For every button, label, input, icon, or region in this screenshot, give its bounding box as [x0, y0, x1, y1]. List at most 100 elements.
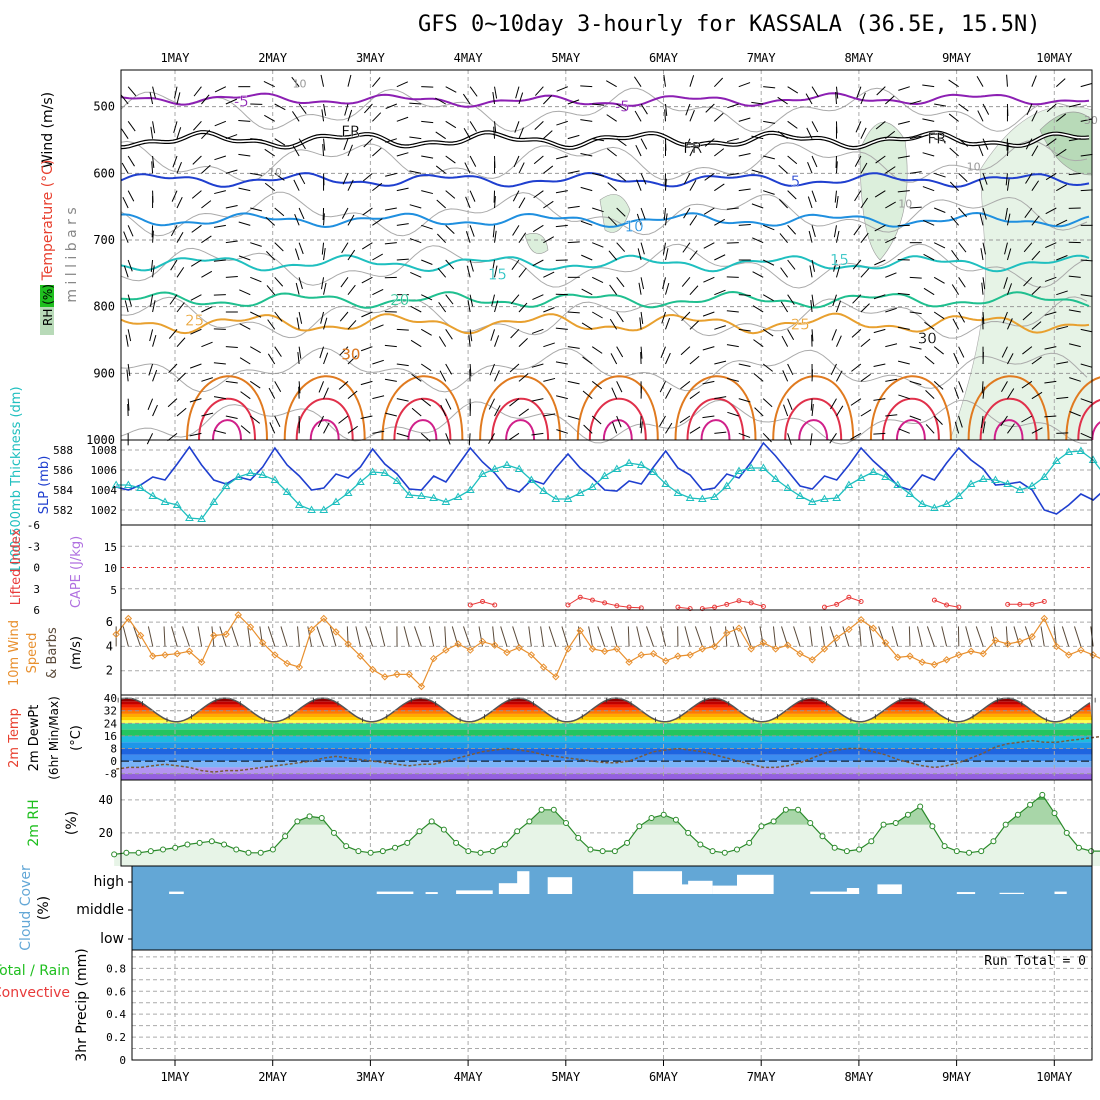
- wind-speed-marker: [478, 637, 487, 646]
- wind-barb: [580, 186, 593, 192]
- wind-barb: [556, 120, 568, 126]
- wind-barb: [852, 294, 862, 304]
- thickness-marker: [893, 480, 903, 488]
- wind-barb: [490, 329, 496, 341]
- wind-speed-marker: [271, 651, 279, 659]
- wind-barb: [533, 155, 544, 165]
- thickness-marker: [575, 488, 585, 496]
- wind-barb: [1031, 321, 1042, 330]
- wind-barb: [582, 390, 593, 400]
- wind-barb: [421, 259, 433, 265]
- wind-barb: [778, 164, 788, 174]
- thickness-marker: [942, 499, 951, 507]
- wind-barb: [933, 415, 943, 425]
- wind-barb: [1080, 432, 1092, 439]
- isotherm-line: [120, 211, 1090, 229]
- wind-speed-marker: [1077, 646, 1085, 654]
- wind-barb: [543, 307, 555, 313]
- wind-barb: [753, 373, 764, 382]
- wind-barb: [409, 136, 422, 140]
- wind-barb: [511, 259, 520, 271]
- wind-barb: [811, 86, 819, 98]
- rh-marker: [416, 828, 423, 835]
- wind-barb: [149, 329, 154, 342]
- wind-barb: [509, 363, 520, 373]
- wind-barb: [396, 363, 409, 367]
- pressure-tick: 600: [93, 166, 115, 180]
- temperature-tick: 40: [104, 692, 117, 705]
- wind-barb: [751, 101, 764, 105]
- wind-barb: [949, 181, 959, 192]
- wind-speed-marker: [881, 639, 890, 647]
- wind-barb: [494, 405, 501, 417]
- wind-barb: [518, 92, 524, 105]
- wind-barb: [344, 103, 349, 116]
- wind-barb: [616, 311, 624, 323]
- wind-barb: [1006, 143, 1009, 157]
- cloud-gap: [169, 891, 184, 894]
- isotherm-label: 15: [830, 251, 849, 269]
- wind-barb: [860, 197, 869, 209]
- wind-barb: [751, 169, 764, 174]
- rh-contour-line: [120, 399, 1087, 445]
- wind-barb: [176, 302, 185, 313]
- wind-barb: [467, 300, 471, 313]
- wind-speed-marker: [955, 651, 963, 659]
- lifted-index-marker: [467, 602, 473, 608]
- wind-barb: [665, 317, 671, 330]
- wind-barb: [981, 282, 984, 295]
- thickness-marker: [1052, 456, 1061, 464]
- wind-barb: [384, 207, 397, 211]
- rh-marker: [208, 838, 215, 845]
- cloud-gap: [547, 877, 573, 894]
- thickness-marker: [490, 464, 500, 472]
- lifted-index-marker: [614, 603, 620, 609]
- wind-barb: [924, 355, 935, 365]
- wind-barb: [147, 398, 154, 410]
- wind-barb: [1006, 318, 1013, 330]
- wind-barb: [616, 207, 626, 217]
- wind-barb: [897, 360, 910, 365]
- wind-speed-marker: [442, 646, 450, 654]
- rh-marker: [1075, 844, 1082, 851]
- slp-tick: 1002: [91, 504, 118, 517]
- wind-barb: [608, 250, 618, 261]
- thickness-marker: [636, 460, 646, 468]
- bottom-day-label: 6MAY: [649, 1070, 679, 1084]
- wind-barb: [689, 426, 701, 434]
- wind-barb: [421, 224, 433, 230]
- wind-barb: [1056, 325, 1069, 330]
- wind-barb: [1068, 275, 1081, 278]
- thickness-marker: [356, 477, 365, 485]
- wind-barb: [189, 363, 202, 369]
- rh-marker: [355, 848, 362, 855]
- surface-wind-barb: [512, 626, 520, 647]
- wind-barb: [445, 86, 457, 93]
- wind-barb: [176, 162, 182, 174]
- wind-barb: [702, 415, 715, 419]
- rh-marker: [697, 841, 704, 848]
- precip-tick: 0.2: [106, 1031, 126, 1044]
- rh-marker: [526, 818, 533, 825]
- wind-speed-line: [115, 613, 1100, 688]
- wind-speed-marker: [832, 634, 841, 642]
- wind-barb: [592, 138, 605, 142]
- surface-wind-barb: [444, 626, 447, 647]
- wind-barb: [836, 335, 842, 347]
- wind-barb: [665, 387, 672, 399]
- wind-barb: [860, 232, 869, 243]
- top-day-label: 10MAY: [1036, 51, 1073, 65]
- wind-barb: [606, 114, 617, 122]
- wind-barb: [532, 224, 544, 233]
- wind-barb: [777, 96, 788, 105]
- slp-tick: 1004: [91, 484, 118, 497]
- vertical-gridlines: [174, 70, 1055, 440]
- rh-marker: [1027, 801, 1034, 808]
- wind-barb: [860, 268, 870, 278]
- wind-barb: [934, 103, 947, 107]
- wind-barb: [714, 112, 724, 122]
- wind-barb: [396, 223, 409, 226]
- precip-total-legend: Total / Rain: [0, 963, 70, 979]
- wind-barb: [372, 288, 384, 296]
- wind-barb: [703, 242, 715, 249]
